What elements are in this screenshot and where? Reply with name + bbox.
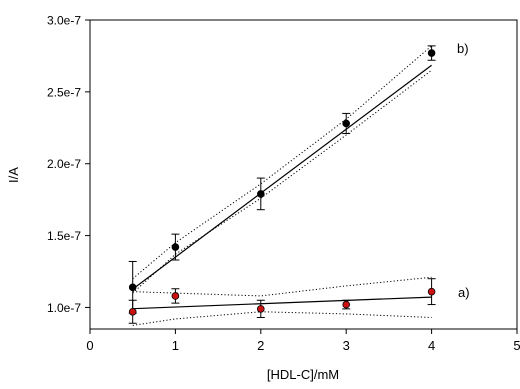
data-point bbox=[342, 300, 351, 309]
plot-frame bbox=[89, 19, 518, 330]
x-tick-label: 5 bbox=[513, 338, 520, 353]
confidence-band-upper bbox=[132, 45, 432, 280]
confidence-band-lower bbox=[132, 311, 432, 326]
data-point bbox=[256, 305, 265, 313]
series-label: b) bbox=[457, 41, 469, 56]
series-label: a) bbox=[458, 285, 470, 300]
regression-line bbox=[132, 296, 432, 310]
data-point bbox=[256, 190, 265, 198]
x-tick-label: 2 bbox=[257, 338, 264, 353]
y-tick-label: 1.0e-7 bbox=[47, 301, 81, 315]
x-tick-label: 4 bbox=[428, 338, 435, 353]
x-tick-label: 0 bbox=[86, 338, 93, 353]
data-point bbox=[171, 292, 180, 300]
y-tick-label: 3.0e-7 bbox=[47, 14, 81, 28]
data-point bbox=[128, 307, 137, 316]
data-point bbox=[427, 287, 436, 296]
x-axis: 0 1 2 3 4 5 bbox=[86, 329, 520, 353]
series-b: b) bbox=[128, 41, 469, 314]
data-point bbox=[128, 283, 137, 292]
regression-line bbox=[132, 64, 432, 290]
series-a: a) bbox=[128, 276, 470, 326]
y-axis: 1.0e-7 1.5e-7 2.0e-7 2.5e-7 3.0e-7 bbox=[47, 14, 90, 315]
y-tick-label: 2.0e-7 bbox=[47, 157, 81, 171]
data-point bbox=[171, 243, 180, 251]
series-layer: b) a) bbox=[128, 41, 470, 326]
data-point bbox=[427, 49, 436, 57]
y-axis-label: I/A bbox=[6, 167, 21, 183]
x-tick-label: 1 bbox=[172, 338, 179, 353]
x-axis-label: [HDL-C]/mM bbox=[267, 367, 339, 382]
y-tick-label: 2.5e-7 bbox=[47, 85, 81, 99]
x-tick-label: 3 bbox=[343, 338, 350, 353]
y-tick-label: 1.5e-7 bbox=[47, 229, 81, 243]
data-point bbox=[342, 119, 351, 128]
